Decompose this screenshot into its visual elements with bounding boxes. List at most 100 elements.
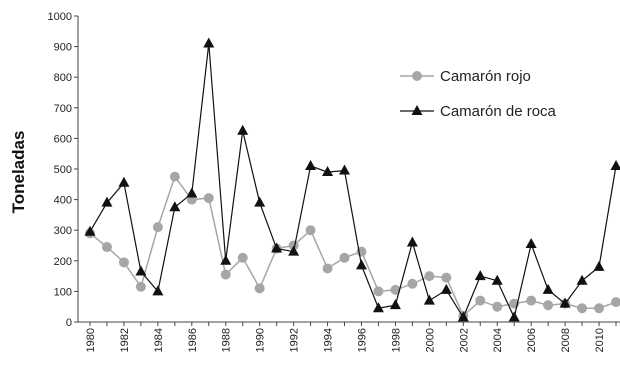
series-1 [85,171,620,321]
data-point [457,311,469,322]
y-tick-label: 200 [54,256,72,268]
data-point [118,257,129,268]
y-tick-label: 300 [54,225,72,237]
data-point [254,196,266,207]
data-point [355,259,367,270]
y-tick-label: 100 [54,286,72,298]
x-tick-label: 1996 [356,328,368,352]
data-point [339,164,351,175]
y-ticks: 0 100 200 300 400 500 600 700 800 900 1000 [48,11,78,329]
data-point [423,294,435,305]
data-point [220,254,232,265]
data-point [203,37,215,48]
data-point [339,252,350,263]
data-point [101,196,113,207]
data-point [118,176,130,187]
y-tick-label: 800 [54,72,72,84]
y-tick-label: 1000 [48,11,72,23]
y-tick-label: 500 [54,164,72,176]
data-point [271,242,283,253]
data-point [440,283,452,294]
y-tick-label: 700 [54,103,72,115]
data-point [305,159,317,170]
x-tick-label: 1986 [187,328,199,352]
data-point [135,281,146,292]
x-tick-label: 1992 [289,328,301,352]
x-tick-label: 2008 [560,328,572,352]
data-point [135,265,147,276]
legend: Camarón rojo Camarón de roca [400,68,557,120]
data-point [373,286,384,297]
data-point [237,252,248,263]
x-tick-label: 2010 [594,328,606,352]
data-point [152,285,164,296]
x-tick-label: 1980 [85,328,97,352]
y-tick-label: 600 [54,133,72,145]
legend-marker [411,105,423,115]
data-point [220,269,231,280]
data-point [406,236,418,247]
x-tick-label: 2002 [458,328,470,352]
data-point [169,171,180,182]
data-point [203,193,214,204]
legend-label: Camarón de roca [440,103,557,120]
data-point [543,300,554,311]
data-point [542,283,554,294]
data-point [389,299,401,310]
data-point [288,245,300,256]
x-tick-label: 1982 [119,328,131,352]
series-line [89,175,617,318]
data-point [186,187,198,198]
data-point [611,297,620,308]
data-point [475,295,486,306]
x-tick-label: 1994 [323,328,335,352]
data-point [474,270,486,281]
x-tick-label: 2006 [526,328,538,352]
x-tick-label: 1988 [221,328,233,352]
data-point [594,303,605,314]
data-point [101,242,112,253]
series-line [89,43,617,320]
data-point [322,166,334,177]
data-point [407,278,418,289]
data-point [526,295,537,306]
data-point [559,297,571,308]
data-point [577,303,588,314]
data-point [84,225,96,236]
data-point [254,283,265,294]
y-tick-label: 400 [54,195,72,207]
data-point [610,159,620,170]
legend-marker [412,71,422,81]
data-point [372,302,384,313]
data-point [508,311,520,322]
data-point [593,260,605,271]
x-tick-label: 1990 [255,328,267,352]
series-2 [84,37,620,322]
x-tick-label: 1998 [390,328,402,352]
data-point [169,201,181,212]
data-point [237,124,249,135]
x-tick-label: 1984 [153,328,165,352]
data-point [441,272,452,283]
x-tick-label: 2004 [492,328,504,352]
data-point [525,237,537,248]
x-axis: 1980 1982 1984 1986 1988 1990 1992 1994 1996 1998… [78,321,620,352]
y-axis-label: Toneladas [9,131,28,214]
data-point [390,284,401,295]
data-point [288,240,299,251]
data-point [576,274,588,285]
data-point [492,301,503,312]
data-point [322,263,333,274]
series-layer [84,37,620,322]
data-point [491,274,503,285]
x-ticks: 1980 1982 1984 1986 1988 1990 1992 1994 1996 1998… [85,322,617,352]
data-point [305,225,316,236]
y-tick-label: 0 [66,317,72,329]
data-point [424,271,435,282]
y-tick-label: 900 [54,42,72,54]
x-tick-label: 2000 [424,328,436,352]
data-point [152,222,163,233]
y-axis: 0 100 200 300 400 500 600 700 800 900 1000 [48,11,79,329]
legend-label: Camarón rojo [440,68,531,85]
